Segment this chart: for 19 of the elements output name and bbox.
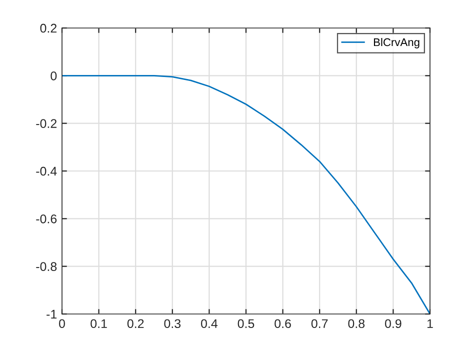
x-tick-label: 0.2 [127, 319, 144, 328]
x-tick-label: 1 [427, 319, 433, 328]
y-tick-label: 0 [50, 71, 57, 80]
y-tick-label: -0.6 [36, 214, 57, 224]
x-tick-label: 0.1 [90, 319, 107, 328]
x-tick-label: 0.6 [274, 319, 291, 328]
y-tick-label: -0.8 [36, 262, 57, 271]
y-tick-label: 0.2 [40, 24, 57, 33]
x-tick-label: 0 [59, 319, 65, 328]
x-tick-label: 0.3 [164, 319, 181, 328]
y-tick-label: -0.4 [36, 166, 57, 176]
x-tick-label: 0.5 [238, 319, 254, 328]
x-tick-label: 0.7 [311, 319, 328, 328]
y-tick-label: -1 [46, 310, 57, 319]
legend-label: BlCrvAng [374, 38, 420, 48]
y-tick-label: -0.2 [36, 119, 57, 128]
x-tick-label: 0.9 [385, 319, 402, 328]
x-tick-label: 0.8 [348, 319, 365, 328]
x-tick-label: 0.4 [201, 319, 218, 328]
